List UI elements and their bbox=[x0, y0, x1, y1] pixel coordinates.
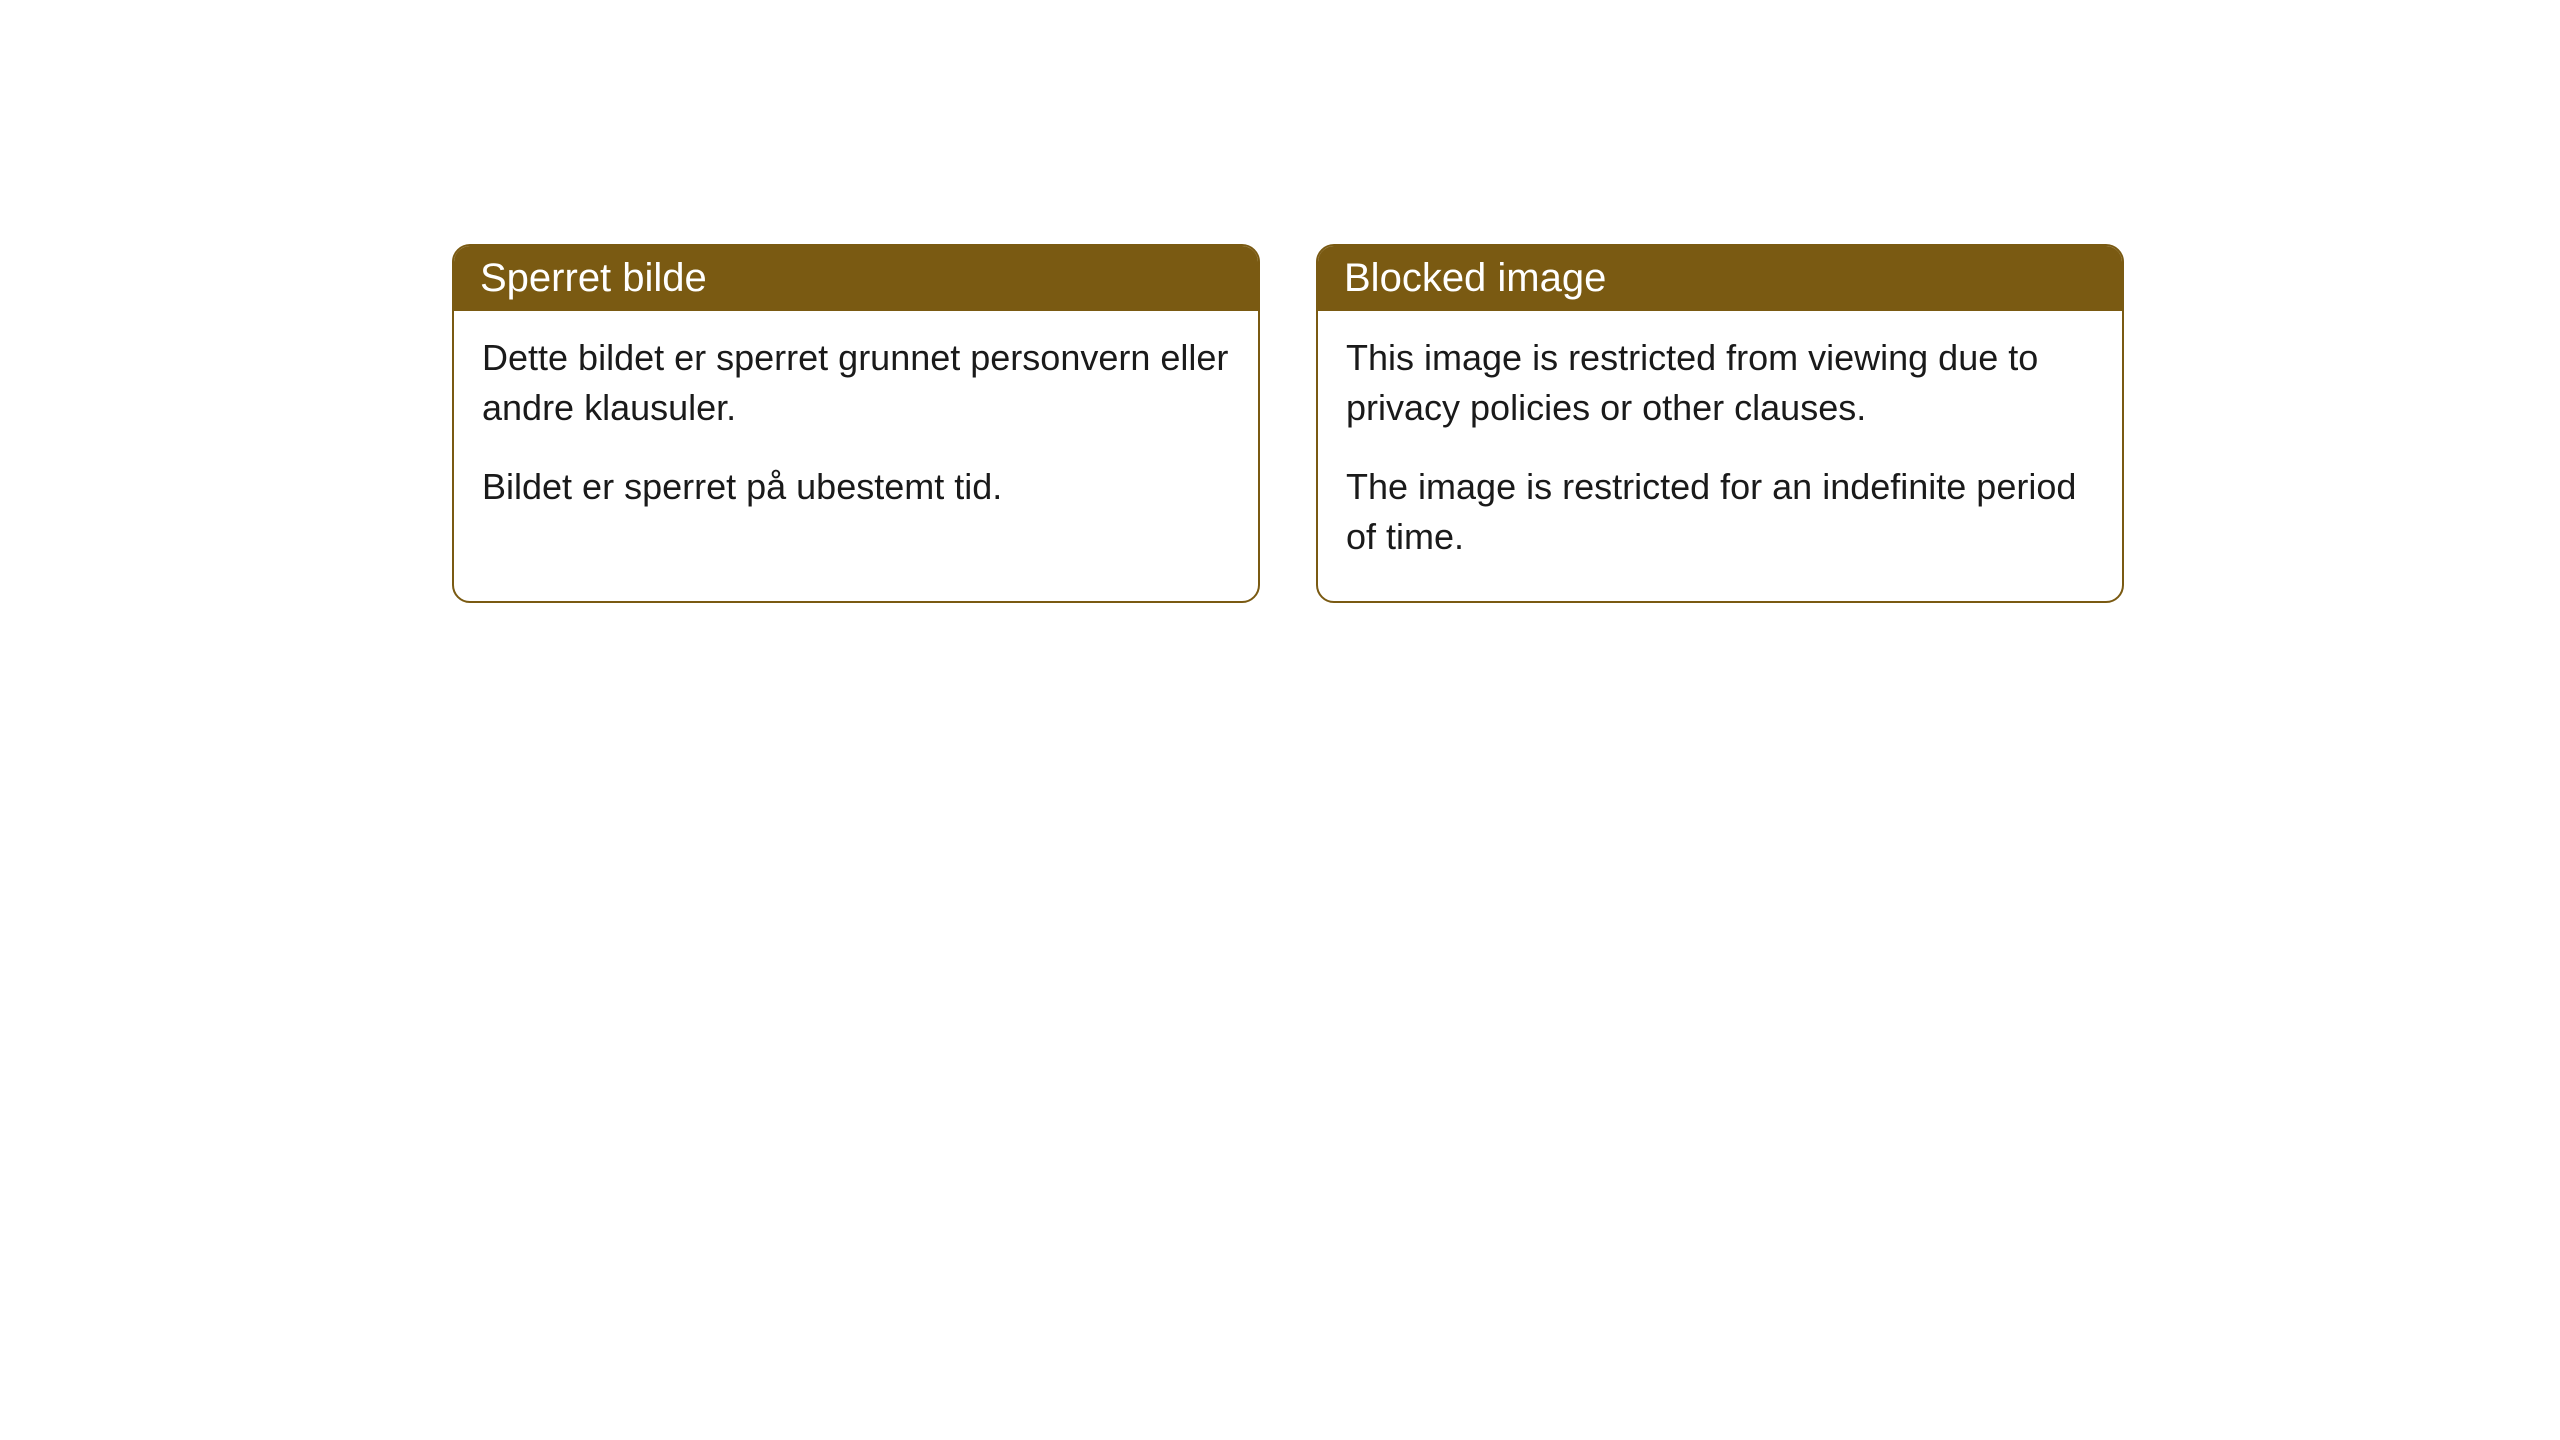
notice-cards-container: Sperret bilde Dette bildet er sperret gr… bbox=[452, 244, 2124, 603]
card-body-english: This image is restricted from viewing du… bbox=[1318, 311, 2122, 601]
card-body-norwegian: Dette bildet er sperret grunnet personve… bbox=[454, 311, 1258, 550]
card-header-norwegian: Sperret bilde bbox=[454, 246, 1258, 311]
card-paragraph: This image is restricted from viewing du… bbox=[1346, 333, 2094, 434]
card-header-english: Blocked image bbox=[1318, 246, 2122, 311]
card-title: Blocked image bbox=[1344, 256, 1606, 300]
card-paragraph: The image is restricted for an indefinit… bbox=[1346, 462, 2094, 563]
card-title: Sperret bilde bbox=[480, 256, 707, 300]
card-paragraph: Bildet er sperret på ubestemt tid. bbox=[482, 462, 1230, 512]
notice-card-norwegian: Sperret bilde Dette bildet er sperret gr… bbox=[452, 244, 1260, 603]
card-paragraph: Dette bildet er sperret grunnet personve… bbox=[482, 333, 1230, 434]
notice-card-english: Blocked image This image is restricted f… bbox=[1316, 244, 2124, 603]
